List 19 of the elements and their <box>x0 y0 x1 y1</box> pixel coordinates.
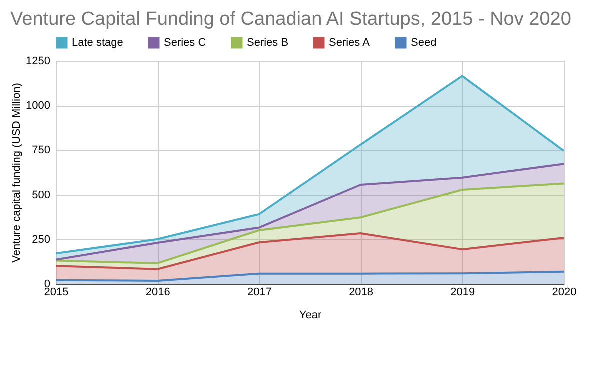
y-tick-label: 1250 <box>26 56 50 68</box>
legend-label: Series C <box>164 37 206 49</box>
legend-label: Late stage <box>72 37 124 49</box>
y-tick-label: 250 <box>32 234 50 246</box>
y-tick-label: 750 <box>32 144 50 157</box>
chart-title: Venture Capital Funding of Canadian AI Startups, 2015 - Nov 2020 <box>10 9 572 30</box>
y-tick-label: 500 <box>32 189 50 202</box>
legend-label: Series A <box>329 37 371 49</box>
x-axis-title: Year <box>299 310 322 322</box>
y-tick-label: 1000 <box>26 100 50 112</box>
x-tick-label: 2019 <box>450 286 476 298</box>
x-tick-label: 2020 <box>552 286 577 298</box>
x-tick-label: 2017 <box>247 286 272 298</box>
legend-label: Seed <box>411 37 437 49</box>
x-tick-label: 2016 <box>146 286 170 298</box>
y-axis-title: Venture capital funding (USD Million) <box>11 83 24 263</box>
x-tick-label: 2015 <box>44 286 69 298</box>
legend-label: Series B <box>247 37 289 49</box>
x-tick-label: 2018 <box>349 286 374 298</box>
